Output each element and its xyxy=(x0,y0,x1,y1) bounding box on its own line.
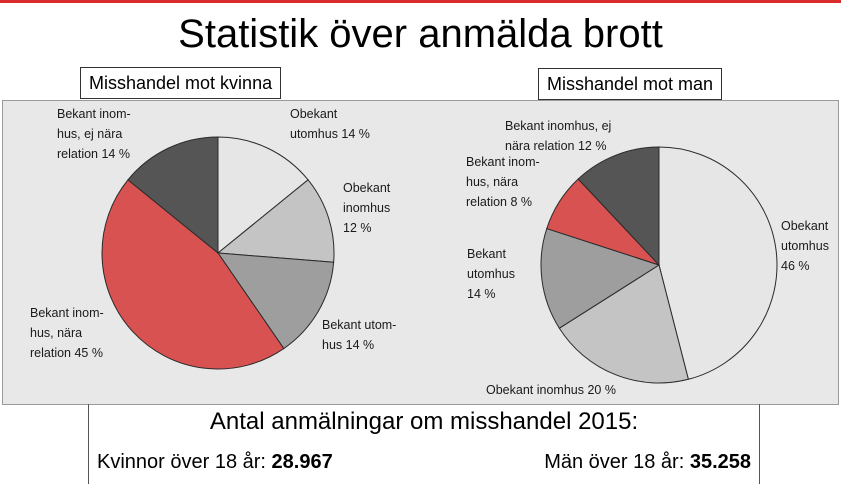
chart-title-women: Misshandel mot kvinna xyxy=(80,67,282,99)
slice-label-0-3: Bekant inom-hus, nära relation 45 % xyxy=(30,306,104,360)
pie-slice-1-4 xyxy=(577,146,660,267)
pie-slice-0-2 xyxy=(216,252,335,350)
slice-label-0-1: Obekant inomhus 12 % xyxy=(343,181,391,235)
summary-men: Män över 18 år: 35.258 xyxy=(544,448,751,476)
pie-slice-1-2 xyxy=(540,227,661,329)
slice-label-1-1: Obekant inomhus 20 % xyxy=(486,383,616,397)
pie-chart-men: Obekant utomhus 46 % Obekant inomhus 20 % Be… xyxy=(466,119,829,397)
slice-label-0-4: Bekant inom-hus, ej nära relation 14 % xyxy=(57,107,131,161)
pie-slice-0-1 xyxy=(216,179,335,263)
page-title: Statistik över anmälda brott xyxy=(178,12,663,56)
slice-label-1-0: Obekant utomhus 46 % xyxy=(781,219,829,273)
slice-label-0-2: Bekant utom-hus 14 % xyxy=(322,318,396,352)
pie-slice-0-4 xyxy=(127,136,219,255)
pie-slice-0-3 xyxy=(101,179,285,370)
summary-box: Antal anmälningar om misshandel 2015: Kv… xyxy=(88,404,760,484)
summary-women: Kvinnor över 18 år: 28.967 xyxy=(97,448,333,476)
slice-label-1-4: Bekant inomhus, ej nära relation 12 % xyxy=(505,119,611,153)
women-label: Kvinnor över 18 år: xyxy=(97,451,266,473)
slice-label-0-0: Obekant utomhus 14 % xyxy=(290,107,370,141)
pie-slice-1-1 xyxy=(558,264,689,384)
slice-label-1-3: Bekant inom-hus, nära relation 8 % xyxy=(466,155,540,209)
men-label: Män över 18 år: xyxy=(544,451,685,473)
summary-heading: Antal anmälningar om misshandel 2015: xyxy=(209,408,639,435)
men-value: 35.258 xyxy=(689,451,751,473)
chart-title-men: Misshandel mot man xyxy=(538,68,723,100)
pie-slice-0-0 xyxy=(217,136,309,255)
pie-chart-women: Obekant utomhus 14 % Obekant inomhus 12 % Bek… xyxy=(30,107,396,370)
women-value: 28.967 xyxy=(271,451,333,473)
slice-label-1-2: Bekant utomhus 14 % xyxy=(467,247,515,301)
pie-slice-1-0 xyxy=(658,146,778,380)
top-accent-rule xyxy=(0,0,841,3)
